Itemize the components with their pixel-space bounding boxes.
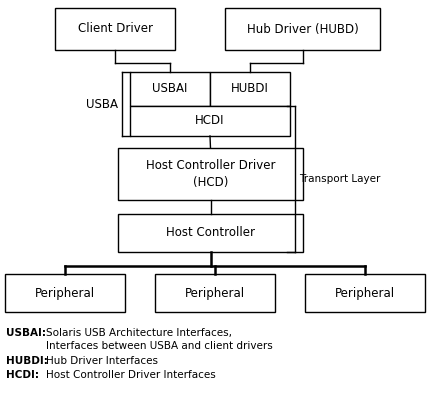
Bar — [210, 72, 290, 106]
Bar — [130, 106, 290, 136]
Text: HUBDI: HUBDI — [231, 83, 269, 95]
Bar — [118, 148, 303, 200]
Bar — [155, 274, 275, 312]
Text: Host Controller Driver Interfaces: Host Controller Driver Interfaces — [46, 370, 216, 380]
Bar — [225, 8, 380, 50]
Text: Client Driver: Client Driver — [77, 22, 153, 35]
Text: Interfaces between USBA and client drivers: Interfaces between USBA and client drive… — [46, 341, 273, 351]
Text: Transport Layer: Transport Layer — [299, 174, 381, 184]
Bar — [305, 274, 425, 312]
Text: Peripheral: Peripheral — [35, 286, 95, 299]
Text: Host Controller Driver
(HCD): Host Controller Driver (HCD) — [146, 159, 275, 189]
Text: Peripheral: Peripheral — [335, 286, 395, 299]
Text: HCDI: HCDI — [195, 114, 225, 127]
Text: USBA: USBA — [86, 97, 118, 110]
Bar — [5, 274, 125, 312]
Text: USBAI: USBAI — [152, 83, 187, 95]
Text: Hub Driver Interfaces: Hub Driver Interfaces — [46, 356, 158, 366]
Text: USBAI:: USBAI: — [6, 328, 46, 338]
Text: Hub Driver (HUBD): Hub Driver (HUBD) — [247, 22, 358, 35]
Text: Peripheral: Peripheral — [185, 286, 245, 299]
Text: HUBDI:: HUBDI: — [6, 356, 48, 366]
Bar — [130, 72, 210, 106]
Bar — [118, 214, 303, 252]
Bar — [55, 8, 175, 50]
Text: Host Controller: Host Controller — [166, 226, 255, 239]
Text: HCDI:: HCDI: — [6, 370, 39, 380]
Text: Solaris USB Architecture Interfaces,: Solaris USB Architecture Interfaces, — [46, 328, 232, 338]
